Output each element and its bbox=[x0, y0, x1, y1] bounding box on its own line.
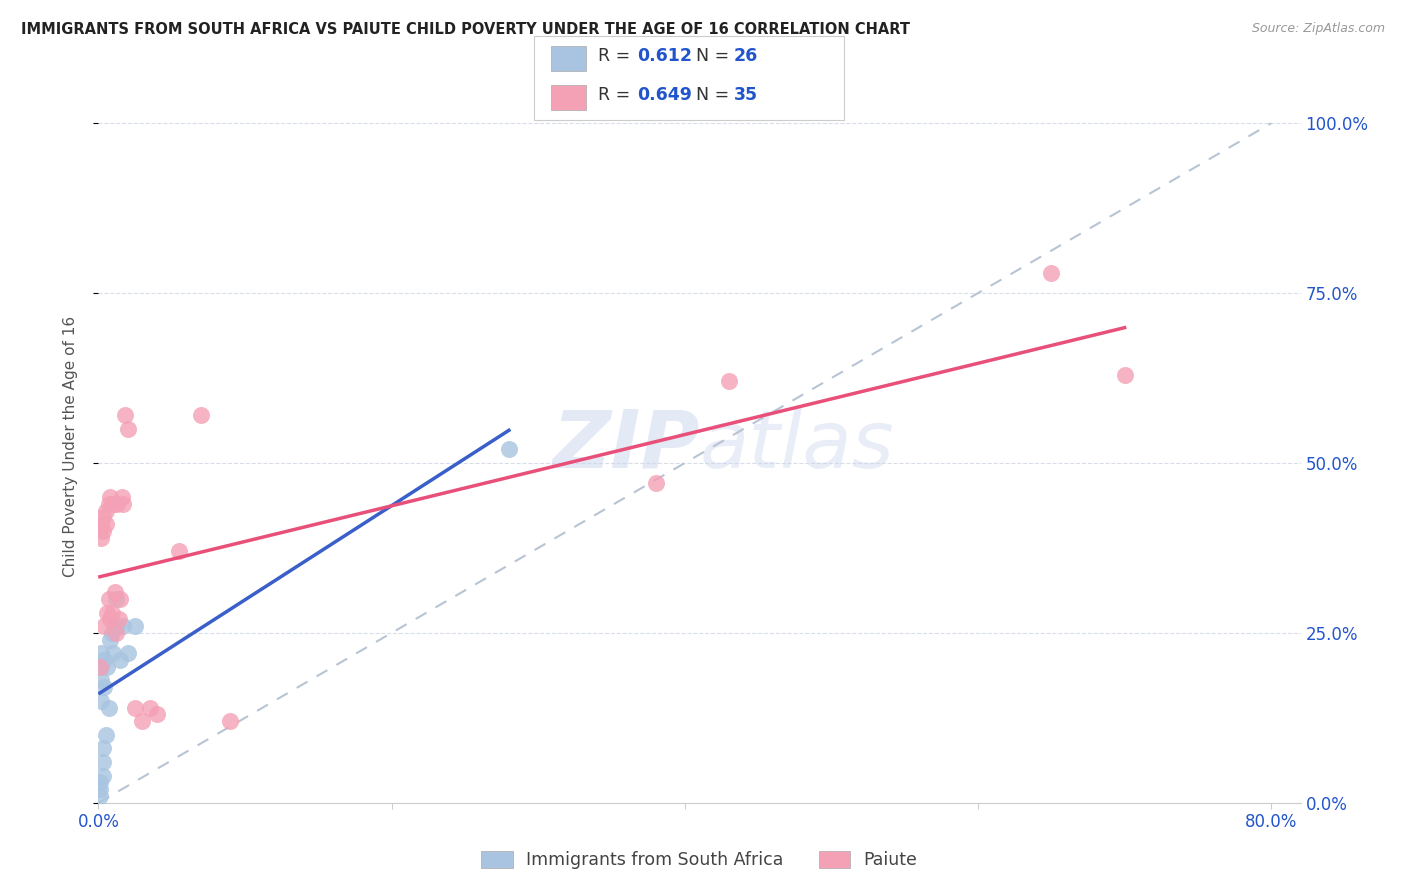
Point bbox=[100, 626, 122, 640]
Legend: Immigrants from South Africa, Paiute: Immigrants from South Africa, Paiute bbox=[474, 844, 925, 876]
Point bbox=[89, 789, 111, 803]
Point bbox=[93, 680, 115, 694]
Point bbox=[107, 497, 129, 511]
Point bbox=[105, 626, 128, 640]
Text: Source: ZipAtlas.com: Source: ZipAtlas.com bbox=[1251, 22, 1385, 36]
Point bbox=[1114, 368, 1136, 382]
Point bbox=[91, 741, 114, 756]
Point bbox=[110, 591, 132, 606]
Point bbox=[114, 409, 136, 423]
Point bbox=[101, 646, 124, 660]
Point bbox=[105, 591, 128, 606]
Point bbox=[90, 517, 112, 532]
Point bbox=[124, 700, 146, 714]
Point bbox=[91, 510, 114, 524]
Point bbox=[138, 700, 160, 714]
Point bbox=[89, 782, 111, 797]
Point bbox=[644, 476, 666, 491]
Text: 35: 35 bbox=[734, 87, 758, 104]
Text: R =: R = bbox=[598, 47, 636, 65]
Point bbox=[90, 694, 112, 708]
Point bbox=[90, 660, 112, 674]
Point bbox=[97, 497, 120, 511]
Point bbox=[219, 714, 242, 729]
Point bbox=[91, 769, 114, 783]
Point bbox=[93, 619, 115, 633]
Point bbox=[111, 490, 134, 504]
Point bbox=[108, 612, 131, 626]
Text: 0.649: 0.649 bbox=[637, 87, 692, 104]
Text: 26: 26 bbox=[734, 47, 758, 65]
Point bbox=[94, 503, 117, 517]
Point bbox=[97, 700, 120, 714]
Point bbox=[97, 591, 120, 606]
Point bbox=[112, 497, 135, 511]
Point bbox=[91, 524, 114, 538]
Point bbox=[94, 728, 117, 742]
Point bbox=[110, 653, 132, 667]
Point bbox=[98, 612, 121, 626]
Text: N =: N = bbox=[696, 47, 735, 65]
Text: ZIP: ZIP bbox=[553, 407, 700, 485]
Point bbox=[91, 755, 114, 769]
Point bbox=[93, 653, 115, 667]
Point bbox=[117, 422, 139, 436]
Text: R =: R = bbox=[598, 87, 636, 104]
Text: 0.612: 0.612 bbox=[637, 47, 692, 65]
Point bbox=[96, 660, 118, 674]
Point bbox=[89, 775, 111, 789]
Point bbox=[146, 707, 169, 722]
Point bbox=[107, 619, 129, 633]
Point bbox=[100, 606, 122, 620]
Text: IMMIGRANTS FROM SOUTH AFRICA VS PAIUTE CHILD POVERTY UNDER THE AGE OF 16 CORRELA: IMMIGRANTS FROM SOUTH AFRICA VS PAIUTE C… bbox=[21, 22, 910, 37]
Point bbox=[90, 646, 112, 660]
Point bbox=[98, 490, 121, 504]
Point bbox=[717, 375, 740, 389]
Point bbox=[112, 619, 135, 633]
Point bbox=[498, 442, 520, 457]
Point bbox=[103, 585, 125, 599]
Point bbox=[103, 619, 125, 633]
Point bbox=[117, 646, 139, 660]
Point bbox=[90, 531, 112, 545]
Point bbox=[96, 606, 118, 620]
Point bbox=[89, 660, 111, 674]
Point bbox=[90, 673, 112, 688]
Point bbox=[1040, 266, 1063, 280]
Text: N =: N = bbox=[696, 87, 735, 104]
Point bbox=[98, 632, 121, 647]
Point bbox=[190, 409, 212, 423]
Text: atlas: atlas bbox=[700, 407, 894, 485]
Point bbox=[131, 714, 153, 729]
Point bbox=[101, 497, 124, 511]
Point bbox=[167, 544, 190, 558]
Y-axis label: Child Poverty Under the Age of 16: Child Poverty Under the Age of 16 bbox=[63, 316, 77, 576]
Point bbox=[94, 517, 117, 532]
Point bbox=[124, 619, 146, 633]
